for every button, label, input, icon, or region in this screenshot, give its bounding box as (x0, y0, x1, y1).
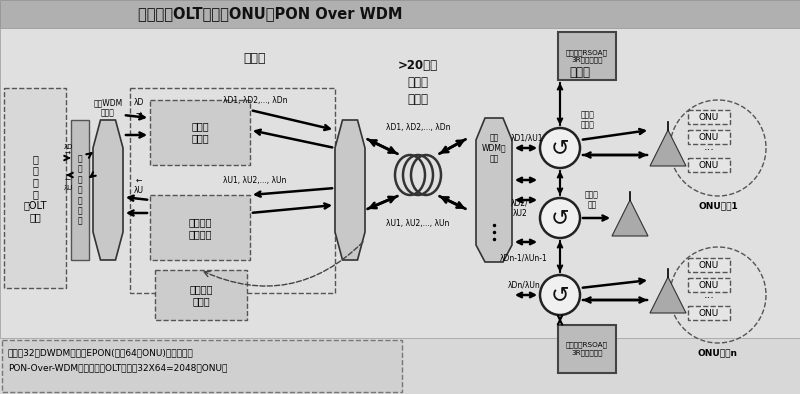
FancyBboxPatch shape (688, 258, 730, 272)
Text: ←
λU: ← λU (63, 178, 73, 191)
Text: ↺: ↺ (550, 208, 570, 228)
Text: ←
λU: ← λU (134, 175, 144, 195)
Text: 单
个
收
发
光
模
块: 单 个 收 发 光 模 块 (78, 154, 82, 226)
Text: λD2/
λU2: λD2/ λU2 (511, 198, 529, 218)
FancyBboxPatch shape (150, 195, 250, 260)
Text: PON-Over-WDM技术，单个OLT可支持32X64=2048个ONU。: PON-Over-WDM技术，单个OLT可支持32X64=2048个ONU。 (8, 364, 227, 372)
Text: λD
→: λD → (134, 98, 144, 118)
Text: ↺: ↺ (550, 138, 570, 158)
Circle shape (540, 198, 580, 238)
Text: λU1, λU2,..., λUn: λU1, λU2,..., λUn (386, 219, 450, 227)
Text: ONU组群n: ONU组群n (698, 349, 738, 357)
Circle shape (540, 275, 580, 315)
Text: ↺: ↺ (550, 285, 570, 305)
Text: λDn-1/λUn-1: λDn-1/λUn-1 (500, 253, 548, 262)
Circle shape (540, 128, 580, 168)
Text: >20公里: >20公里 (398, 58, 438, 71)
Text: ONU: ONU (699, 309, 719, 318)
Text: λU1, λU2,..., λUn: λU1, λU2,..., λUn (223, 175, 286, 184)
Text: 远程光学
放大器: 远程光学 放大器 (190, 284, 213, 306)
Text: λD1/λU1: λD1/λU1 (510, 134, 543, 143)
Text: 单
个
标
准
的OLT
设备: 单 个 标 准 的OLT 设备 (23, 154, 46, 222)
Text: ONU: ONU (699, 281, 719, 290)
Polygon shape (612, 200, 648, 236)
FancyBboxPatch shape (2, 340, 402, 392)
Text: 注：以32个DWDM信道和EPON(批量64个ONU)为例，采用: 注：以32个DWDM信道和EPON(批量64个ONU)为例，采用 (8, 349, 194, 357)
Text: ONU: ONU (699, 113, 719, 121)
FancyBboxPatch shape (71, 120, 89, 260)
Text: ONU: ONU (699, 160, 719, 169)
Text: 单根传: 单根传 (407, 76, 429, 89)
FancyBboxPatch shape (0, 0, 800, 28)
Text: 无源
WDM耦
合器: 无源 WDM耦 合器 (482, 133, 506, 163)
Text: ONU: ONU (699, 260, 719, 269)
Polygon shape (335, 120, 365, 260)
Text: λDn/λUn: λDn/λUn (508, 281, 540, 290)
Text: 无源光
循环器: 无源光 循环器 (581, 110, 595, 130)
Text: ONU: ONU (699, 132, 719, 141)
Text: λD
→: λD → (63, 143, 73, 156)
FancyBboxPatch shape (4, 88, 66, 288)
Polygon shape (650, 277, 686, 313)
Polygon shape (93, 120, 123, 260)
FancyBboxPatch shape (688, 110, 730, 124)
FancyBboxPatch shape (558, 32, 616, 80)
Text: 全光基于RSOA的
3R波长转换器: 全光基于RSOA的 3R波长转换器 (566, 342, 608, 356)
FancyBboxPatch shape (688, 278, 730, 292)
FancyBboxPatch shape (150, 100, 250, 165)
Text: 输光纤: 输光纤 (407, 93, 429, 106)
Text: 全光基于RSOA的
3R波长转换器: 全光基于RSOA的 3R波长转换器 (566, 49, 608, 63)
FancyBboxPatch shape (558, 325, 616, 373)
Text: ...: ... (703, 142, 714, 152)
Text: 无源WDM
耦合器: 无源WDM 耦合器 (94, 98, 122, 118)
Text: 无源分
光器: 无源分 光器 (585, 190, 599, 210)
Text: 中心局: 中心局 (244, 52, 266, 65)
Text: ONU组群1: ONU组群1 (698, 201, 738, 210)
FancyBboxPatch shape (688, 130, 730, 144)
Polygon shape (650, 130, 686, 166)
Polygon shape (476, 118, 512, 262)
FancyBboxPatch shape (688, 306, 730, 320)
Text: λD1, λD2,..., λDn: λD1, λD2,..., λDn (386, 123, 450, 132)
Text: 用户端: 用户端 (570, 65, 590, 78)
Text: λD1, λD2,..., λDn: λD1, λD2,..., λDn (222, 95, 287, 104)
Text: ...: ... (703, 290, 714, 300)
Text: 波长选择
和转换器: 波长选择 和转换器 (188, 217, 212, 239)
FancyBboxPatch shape (0, 28, 800, 338)
Text: 多波长
发生器: 多波长 发生器 (191, 121, 209, 143)
Text: 采用标准OLT和标准ONU的PON Over WDM: 采用标准OLT和标准ONU的PON Over WDM (138, 6, 402, 22)
FancyBboxPatch shape (155, 270, 247, 320)
FancyBboxPatch shape (688, 158, 730, 172)
